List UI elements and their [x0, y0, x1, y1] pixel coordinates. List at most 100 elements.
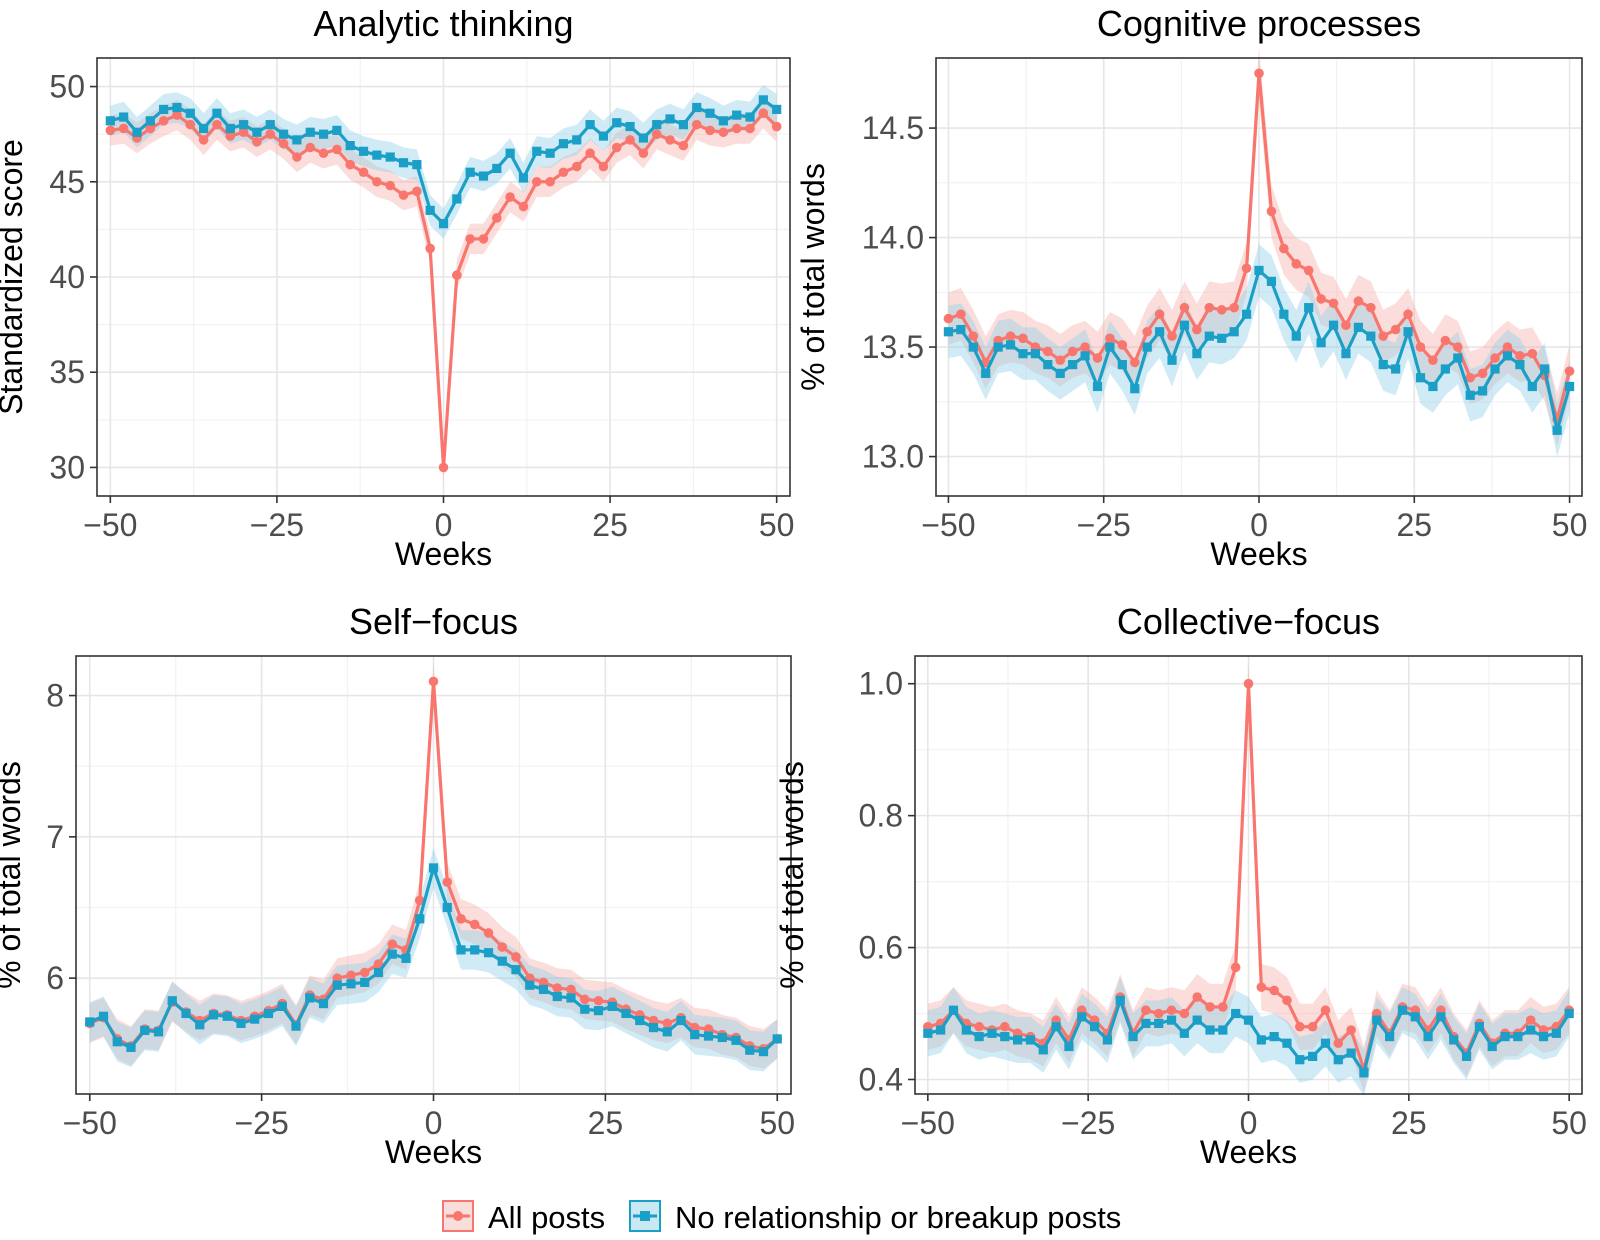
- data-point-series-1: [1266, 206, 1277, 217]
- data-point-series-1: [346, 970, 356, 981]
- data-point-series-2: [593, 1006, 604, 1016]
- data-point-series-2: [1403, 327, 1413, 337]
- data-point-series-1: [505, 192, 515, 202]
- y-tick-label: 14.5: [862, 110, 924, 146]
- data-point-series-1: [598, 161, 609, 172]
- data-point-series-2: [974, 1032, 984, 1042]
- data-point-series-2: [676, 1015, 686, 1026]
- data-point-series-2: [505, 148, 515, 158]
- data-point-series-1: [1141, 1005, 1151, 1016]
- data-point-series-1: [292, 152, 302, 162]
- data-point-series-2: [1043, 360, 1053, 370]
- data-point-series-1: [1282, 995, 1292, 1006]
- data-point-series-1: [745, 123, 755, 134]
- data-point-series-2: [1320, 1038, 1331, 1048]
- data-point-series-1: [1192, 324, 1202, 335]
- data-point-series-1: [1307, 1021, 1318, 1032]
- data-point-series-2: [1474, 1022, 1484, 1032]
- data-point-series-1: [1205, 1002, 1215, 1012]
- data-point-series-2: [652, 120, 662, 130]
- data-point-series-2: [1192, 1015, 1202, 1025]
- data-point-series-2: [690, 1030, 700, 1040]
- data-point-series-2: [167, 996, 177, 1006]
- y-tick-label: 50: [49, 69, 85, 105]
- data-point-series-2: [1167, 355, 1177, 365]
- data-point-series-2: [415, 914, 425, 924]
- data-point-series-1: [398, 190, 409, 200]
- data-point-series-1: [758, 108, 769, 119]
- x-tick-label: −25: [250, 507, 304, 543]
- data-point-series-1: [1067, 346, 1078, 357]
- data-point-series-2: [1490, 364, 1500, 374]
- data-point-series-2: [981, 368, 991, 378]
- data-point-series-2: [1384, 1032, 1395, 1042]
- data-point-series-1: [456, 914, 466, 924]
- y-tick-label: 0.6: [859, 930, 903, 966]
- data-point-series-1: [478, 234, 489, 244]
- data-point-series-2: [1423, 1032, 1433, 1042]
- x-tick-label: −50: [901, 1105, 955, 1141]
- data-point-series-2: [1055, 368, 1065, 378]
- x-tick-label: 50: [1552, 507, 1588, 543]
- data-point-series-2: [943, 327, 954, 337]
- data-point-series-1: [1291, 259, 1302, 269]
- data-point-series-1: [198, 135, 209, 145]
- data-point-series-1: [425, 243, 435, 254]
- data-point-series-1: [1179, 302, 1190, 313]
- legend-item-all-posts: All posts: [442, 1200, 605, 1235]
- data-point-series-1: [1428, 355, 1438, 366]
- y-tick-label: 0.4: [859, 1061, 903, 1097]
- chart-panel-2: −50 −25 0 25 50 13.0 13.5 14.0 14.5 Cognitive pro…: [795, 3, 1587, 572]
- data-point-series-1: [1564, 366, 1575, 376]
- data-point-series-2: [612, 118, 622, 128]
- data-point-series-1: [442, 877, 453, 887]
- data-point-series-1: [1328, 298, 1339, 309]
- data-point-series-2: [1130, 384, 1140, 394]
- data-point-series-2: [731, 1035, 741, 1045]
- data-point-series-2: [968, 342, 978, 352]
- data-point-series-1: [1333, 1038, 1344, 1049]
- data-point-series-2: [1217, 333, 1227, 343]
- data-point-series-2: [648, 1022, 659, 1033]
- data-point-series-2: [1117, 360, 1127, 370]
- data-point-series-1: [1415, 342, 1426, 352]
- confidence-band-series-2: [110, 84, 777, 239]
- data-point-series-2: [511, 965, 521, 975]
- data-point-series-1: [1316, 294, 1326, 304]
- data-point-series-1: [1018, 333, 1028, 344]
- data-point-series-1: [238, 127, 249, 138]
- x-tick-label: −50: [921, 507, 975, 543]
- data-point-series-1: [1241, 263, 1252, 274]
- data-point-series-2: [1440, 364, 1450, 374]
- data-point-series-1: [718, 127, 729, 138]
- data-point-series-2: [625, 121, 635, 132]
- data-point-series-1: [518, 201, 529, 212]
- data-point-series-2: [585, 120, 595, 130]
- data-point-series-2: [936, 1025, 946, 1035]
- y-tick-label: 6: [46, 960, 64, 996]
- data-point-series-2: [1500, 1032, 1510, 1042]
- data-point-series-2: [401, 953, 411, 963]
- data-point-series-2: [1353, 322, 1363, 332]
- data-point-series-1: [1005, 331, 1016, 341]
- data-point-series-2: [1564, 1008, 1574, 1019]
- data-point-series-2: [772, 1034, 782, 1044]
- data-point-series-1: [358, 167, 369, 178]
- data-point-series-2: [1038, 1045, 1048, 1055]
- x-tick-label: 25: [1396, 507, 1432, 543]
- data-point-series-1: [1465, 372, 1475, 383]
- data-point-series-1: [1055, 355, 1066, 366]
- data-point-series-1: [531, 176, 542, 187]
- data-point-series-2: [465, 167, 475, 177]
- y-tick-label: 0.8: [859, 798, 903, 834]
- data-point-series-2: [252, 127, 262, 137]
- data-point-series-2: [572, 135, 582, 145]
- data-point-series-2: [1397, 1005, 1408, 1015]
- data-point-series-1: [1218, 1002, 1228, 1012]
- data-point-series-2: [225, 123, 235, 134]
- y-axis-label: Standardized score: [0, 139, 29, 415]
- chart-title: Cognitive processes: [1097, 3, 1421, 44]
- data-point-series-1: [1192, 992, 1202, 1002]
- x-axis-label: Weeks: [1210, 536, 1307, 572]
- chart-title: Self−focus: [349, 601, 518, 642]
